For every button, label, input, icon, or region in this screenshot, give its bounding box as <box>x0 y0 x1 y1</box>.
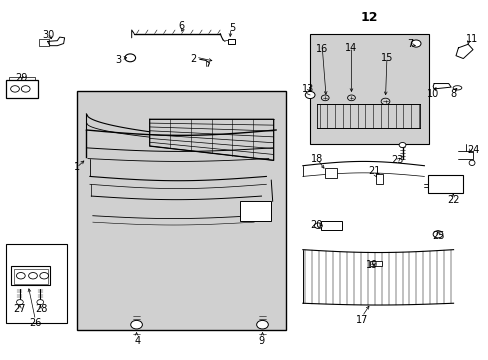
Circle shape <box>37 300 43 305</box>
Ellipse shape <box>468 160 474 166</box>
Bar <box>239 202 271 221</box>
Text: 20: 20 <box>310 220 322 230</box>
Bar <box>369 261 381 266</box>
Circle shape <box>130 320 142 329</box>
Bar <box>39 39 49 46</box>
Text: 28: 28 <box>35 304 47 314</box>
Text: 4: 4 <box>134 336 141 346</box>
Text: 14: 14 <box>345 43 357 53</box>
Circle shape <box>124 54 135 62</box>
Circle shape <box>410 40 420 47</box>
Circle shape <box>305 91 314 99</box>
Bar <box>77 91 285 330</box>
Text: 27: 27 <box>14 304 26 314</box>
Bar <box>427 175 462 193</box>
Text: 13: 13 <box>301 84 313 94</box>
Circle shape <box>314 223 322 229</box>
Text: 18: 18 <box>311 154 323 164</box>
Bar <box>6 244 67 323</box>
Text: 15: 15 <box>380 53 392 63</box>
Circle shape <box>17 300 23 305</box>
Text: 23: 23 <box>391 156 403 165</box>
Text: 22: 22 <box>447 195 459 204</box>
Bar <box>309 33 428 144</box>
Text: 9: 9 <box>258 336 264 346</box>
Text: 25: 25 <box>432 231 445 241</box>
Bar <box>6 80 38 98</box>
Bar <box>321 221 341 230</box>
Circle shape <box>256 320 268 329</box>
Bar <box>14 269 47 284</box>
Circle shape <box>398 143 405 148</box>
Ellipse shape <box>452 86 461 90</box>
Text: 19: 19 <box>365 260 377 270</box>
Text: 21: 21 <box>368 166 380 176</box>
Text: 16: 16 <box>316 44 328 54</box>
Text: 24: 24 <box>466 145 478 155</box>
Text: 30: 30 <box>42 30 55 40</box>
Text: 29: 29 <box>16 73 28 83</box>
Text: 12: 12 <box>360 11 377 24</box>
Text: 17: 17 <box>355 315 367 325</box>
Text: 5: 5 <box>229 23 235 33</box>
Bar <box>228 39 235 44</box>
Text: 10: 10 <box>426 89 438 99</box>
Text: 6: 6 <box>178 21 184 31</box>
Bar <box>375 174 382 184</box>
Bar <box>11 266 50 285</box>
Text: 3: 3 <box>115 55 121 65</box>
Text: 1: 1 <box>74 162 80 172</box>
Circle shape <box>432 231 442 238</box>
Bar <box>9 77 35 80</box>
Text: 7: 7 <box>406 39 412 49</box>
Text: 2: 2 <box>190 54 196 64</box>
Text: 11: 11 <box>465 34 477 44</box>
Bar <box>324 168 336 178</box>
Text: 26: 26 <box>29 318 41 328</box>
Text: 8: 8 <box>449 89 456 99</box>
